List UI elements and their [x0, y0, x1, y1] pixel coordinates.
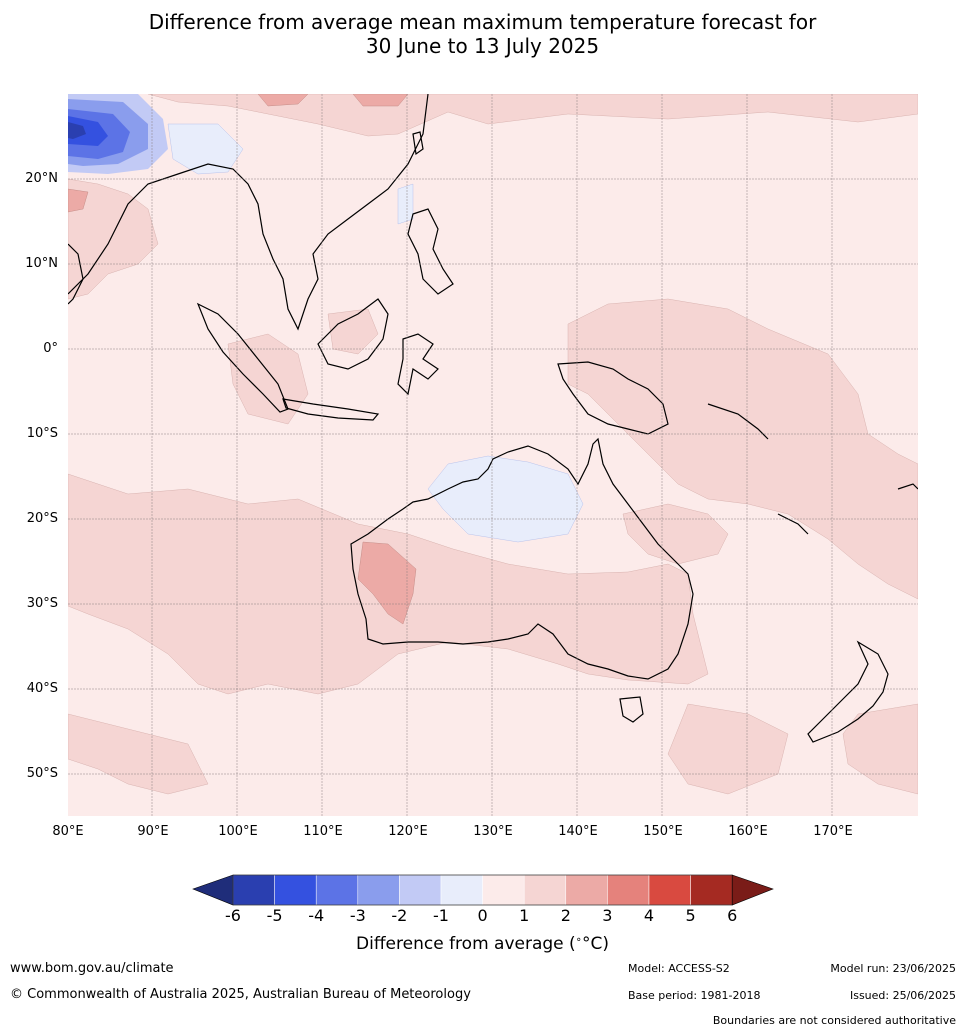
colorbar-tick-label: 6	[727, 906, 738, 925]
lon-label-100e: 100°E	[218, 824, 258, 839]
lat-label-50s: 50°S	[26, 766, 58, 781]
colorbar-tick-label: 2	[560, 906, 571, 925]
title-line-2: 30 June to 13 July 2025	[365, 34, 600, 58]
colorbar-cell	[315, 874, 359, 906]
colorbar-tick-label: -3	[349, 906, 366, 925]
forecast-map	[68, 94, 918, 816]
colorbar-cell	[523, 874, 567, 906]
lat-label-20n: 20°N	[25, 171, 58, 186]
lat-label-0: 0°	[43, 341, 58, 356]
colorbar-cell	[690, 874, 733, 906]
colorbar-tick-label: 0	[477, 906, 488, 925]
colorbar-cell	[607, 874, 650, 906]
footer-model: Model: ACCESS-S2	[628, 962, 730, 975]
colorbar-cell	[565, 874, 608, 906]
colorbar-cell	[482, 874, 525, 906]
title-line-1: Difference from average mean maximum tem…	[148, 10, 817, 34]
lon-label-140e: 140°E	[558, 824, 598, 839]
map-panel	[68, 94, 918, 816]
colorbar-tick-label: 4	[643, 906, 655, 925]
colorbar-extend-high	[731, 874, 774, 906]
lon-label-160e: 160°E	[728, 824, 768, 839]
colorbar-tick-label: -6	[225, 906, 241, 925]
footer-base-period: Base period: 1981-2018	[628, 989, 761, 1002]
colorbar-cell	[648, 874, 691, 906]
footer-disclaimer: Boundaries are not considered authoritat…	[712, 1014, 956, 1027]
footer-url: www.bom.gov.au/climate	[10, 961, 174, 976]
lat-label-40s: 40°S	[26, 681, 58, 696]
colorbar	[192, 874, 774, 906]
colorbar-tick-label: -2	[391, 906, 408, 925]
colorbar-tick-label: 5	[685, 906, 696, 925]
colorbar-cell	[357, 874, 400, 906]
graticule	[68, 94, 918, 816]
lon-label-110e: 110°E	[303, 824, 343, 839]
map-title: Difference from average mean maximum tem…	[0, 10, 965, 58]
colorbar-extend-low	[192, 874, 234, 906]
footer-copyright: © Commonwealth of Australia 2025, Austra…	[10, 987, 471, 1002]
lat-label-10n: 10°N	[25, 256, 58, 271]
lon-label-130e: 130°E	[473, 824, 513, 839]
lat-label-30s: 30°S	[26, 596, 58, 611]
anomaly-2-3-regions	[68, 94, 417, 625]
footer-model-run: Model run: 23/06/2025	[830, 962, 956, 975]
lat-label-20s: 20°S	[26, 511, 58, 526]
lon-label-170e: 170°E	[813, 824, 853, 839]
colorbar-cells	[192, 874, 774, 906]
colorbar-label: Difference from average (	[356, 934, 576, 954]
colorbar-unit: °C	[581, 934, 603, 954]
lat-label-10s: 10°S	[26, 426, 58, 441]
lon-label-90e: 90°E	[137, 824, 169, 839]
colorbar-frame	[232, 874, 733, 906]
colorbar-cell	[399, 874, 442, 906]
colorbar-title: Difference from average (∘°C)	[356, 934, 609, 954]
colorbar-cell	[440, 874, 483, 906]
lon-label-120e: 120°E	[388, 824, 428, 839]
lon-label-80e: 80°E	[52, 824, 84, 839]
colorbar-label-close: )	[602, 934, 609, 954]
coastlines	[68, 94, 918, 743]
colorbar-cell	[232, 874, 275, 906]
colorbar-tick-label: -1	[433, 906, 449, 925]
colorbar-tick-label: -5	[266, 906, 283, 925]
colorbar-tick-label: 1	[519, 906, 530, 925]
footer-issued: Issued: 25/06/2025	[849, 989, 956, 1002]
colorbar-tick-label: 3	[602, 906, 613, 925]
colorbar-cell	[274, 874, 317, 906]
anomaly-negative-regions	[68, 94, 584, 543]
colorbar-tick-label: -4	[308, 906, 325, 925]
lon-label-150e: 150°E	[643, 824, 683, 839]
